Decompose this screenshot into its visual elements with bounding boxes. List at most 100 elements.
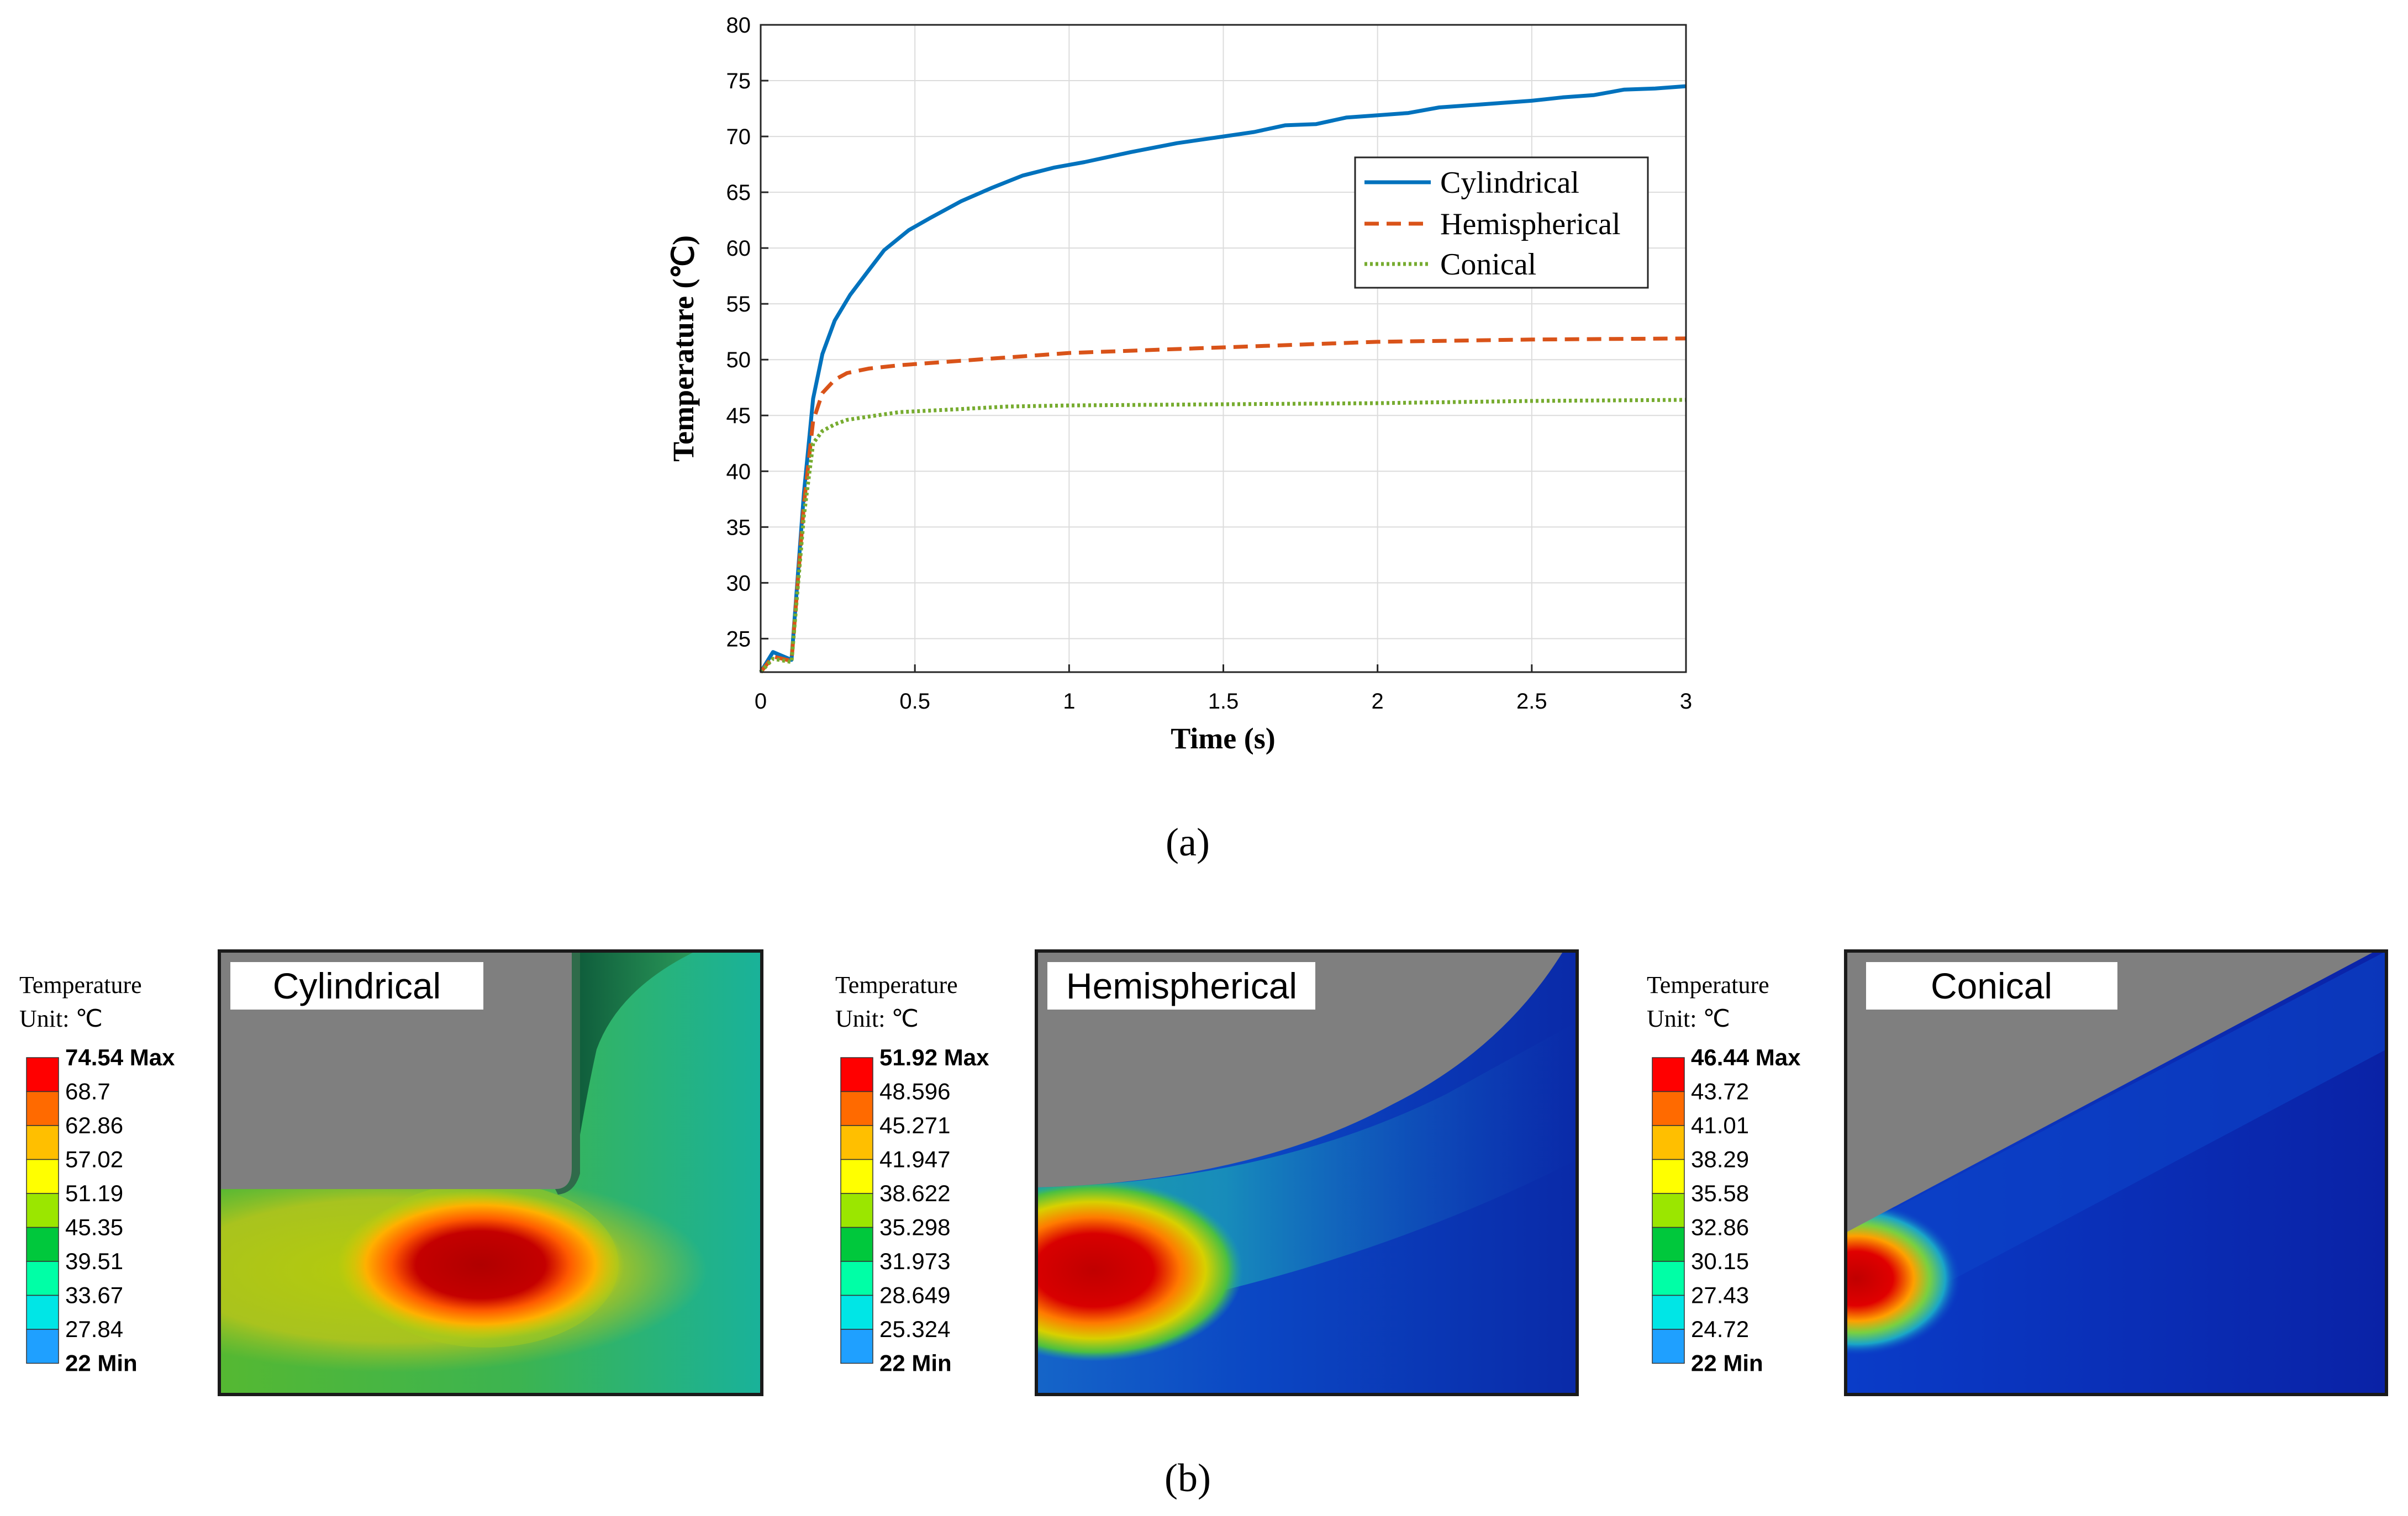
colorbar-level-label: 27.43	[1691, 1282, 1749, 1308]
colorbar-swatch	[1652, 1193, 1685, 1228]
legend-unit-cylindrical: Unit: ℃	[19, 1005, 103, 1032]
colorbar-level-label: 41.01	[1691, 1112, 1749, 1138]
contour-field-conical	[1846, 951, 2386, 1394]
x-tick-label: 1.5	[1208, 689, 1239, 714]
tool-body-conical	[1846, 951, 2375, 1233]
colorbar-level-label: 32.86	[1691, 1214, 1749, 1240]
colorbar-swatch	[840, 1125, 873, 1160]
colorbar-swatch	[840, 1057, 873, 1092]
colorbar-level-label: 45.271	[879, 1112, 950, 1138]
colorbar-swatch	[26, 1261, 59, 1296]
colorbar-swatch	[26, 1227, 59, 1262]
y-tick-label: 55	[726, 292, 751, 316]
colorbar-conical: Temperature Unit: ℃ 46.44 Max 43.72 41.01 3…	[1647, 971, 1801, 1376]
panel-label-box-cylindrical	[230, 962, 483, 1010]
y-tick-label: 75	[726, 69, 751, 93]
colorbar-swatch	[26, 1295, 59, 1330]
colorbar-swatch	[26, 1193, 59, 1228]
colorbar-level-label: 62.86	[65, 1112, 123, 1138]
colorbar-level-label: 57.02	[65, 1147, 123, 1172]
series-lines	[759, 84, 1687, 674]
y-tick-label: 35	[726, 515, 751, 540]
y-tick-label: 30	[726, 571, 751, 595]
y-tick-label: 80	[726, 13, 751, 38]
contour-frame-hemispherical	[1035, 949, 1579, 1396]
legend-title-cylindrical: Temperature	[19, 971, 142, 999]
axis-ticks: 0 0.5 1 1.5 2 2.5 3 25 30 35 40 45 50 55 60 65 70 75 80	[726, 13, 1693, 714]
x-tick-label: 2	[1372, 689, 1384, 714]
colorbar-level-label: 33.67	[65, 1282, 123, 1308]
x-tick-label: 3	[1680, 689, 1692, 714]
colorbar-swatch	[840, 1193, 873, 1228]
colorbar-swatch	[1652, 1261, 1685, 1296]
panel-label-box-conical	[1866, 962, 2117, 1010]
legend-box	[1354, 156, 1649, 289]
colorbar-level-label: 24.72	[1691, 1316, 1749, 1342]
colorbar-level-label: 22 Min	[879, 1350, 952, 1376]
y-tick-label: 50	[726, 348, 751, 372]
colorbar-level-label: 39.51	[65, 1248, 123, 1274]
colorbar-swatch	[840, 1227, 873, 1262]
legend-unit-hemispherical: Unit: ℃	[835, 1005, 919, 1032]
legend-label-cylindrical: Cylindrical	[1440, 166, 1579, 200]
chart-legend: Cylindrical Hemispherical Conical	[1354, 156, 1649, 289]
caption-b: (b)	[1165, 1456, 1211, 1500]
legend-title-hemispherical: Temperature	[835, 971, 958, 999]
colorbar-level-label: 68.7	[65, 1079, 110, 1105]
tool-body-hemispherical	[1036, 951, 1563, 1187]
colorbar-swatch	[1652, 1091, 1685, 1126]
colorbar-level-label: 43.72	[1691, 1079, 1749, 1105]
colorbar-level-label: 28.649	[879, 1282, 950, 1308]
colorbar-level-label: 51.92 Max	[879, 1044, 989, 1070]
y-tick-label: 45	[726, 404, 751, 428]
contour-frame-cylindrical	[218, 949, 763, 1396]
y-axis-label: Temperature (℃)	[667, 235, 700, 462]
colorbar-level-label: 30.15	[1691, 1248, 1749, 1274]
panel-label-cylindrical: Cylindrical	[273, 965, 441, 1006]
colorbar-swatch	[840, 1159, 873, 1194]
colorbar-level-label: 35.58	[1691, 1180, 1749, 1206]
colorbar-swatch	[1652, 1329, 1685, 1364]
contour-panel-cylindrical: Cylindrical Temperature Unit: ℃ 74.54 Ma…	[19, 949, 763, 1396]
legend-unit-conical: Unit: ℃	[1647, 1005, 1730, 1032]
colorbar-swatch	[26, 1329, 59, 1364]
colorbar-level-label: 46.44 Max	[1691, 1044, 1801, 1070]
y-tick-label: 65	[726, 181, 751, 205]
colorbar-swatch	[1652, 1227, 1685, 1262]
x-axis-label: Time (s)	[1171, 722, 1275, 755]
contour-panel-conical: Conical Temperature Unit: ℃ 46.44 Max 43.…	[1647, 949, 2388, 1396]
colorbar-level-label: 25.324	[879, 1316, 950, 1342]
colorbar-level-label: 31.973	[879, 1248, 950, 1274]
colorbar-level-label: 38.29	[1691, 1147, 1749, 1172]
colorbar-swatch	[840, 1091, 873, 1126]
colorbar-level-label: 35.298	[879, 1214, 950, 1240]
panel-label-hemispherical: Hemispherical	[1066, 965, 1297, 1006]
tool-body-cylindrical	[219, 951, 572, 1189]
colorbar-swatch	[840, 1329, 873, 1364]
series-line-conical	[759, 398, 1687, 674]
colorbar-swatch	[26, 1057, 59, 1092]
y-tick-label: 25	[726, 627, 751, 651]
y-tick-label: 70	[726, 125, 751, 149]
colorbar-cylindrical: Temperature Unit: ℃ 74.54 Max 68.7 62.86 57…	[19, 971, 175, 1376]
colorbar-swatch	[1652, 1057, 1685, 1092]
colorbar-level-label: 51.19	[65, 1180, 123, 1206]
colorbar-swatch	[1652, 1159, 1685, 1194]
contour-panel-hemispherical: Hemispherical Temperature Unit: ℃ 51.92 …	[835, 949, 1579, 1396]
panel-label-conical: Conical	[1931, 965, 2052, 1006]
colorbar-swatch	[840, 1261, 873, 1296]
caption-a: (a)	[1166, 820, 1210, 864]
colorbar-swatch	[26, 1159, 59, 1194]
colorbar-level-label: 45.35	[65, 1214, 123, 1240]
line-chart: 0 0.5 1 1.5 2 2.5 3 25 30 35 40 45 50 55 60 65 70 75 80 Ti…	[667, 13, 1692, 755]
contour-field-hemispherical	[1036, 951, 1577, 1394]
colorbar-level-label: 38.622	[879, 1180, 950, 1206]
panel-label-box-hemispherical	[1047, 962, 1315, 1010]
colorbar-level-label: 41.947	[879, 1147, 950, 1172]
colorbar-swatch	[840, 1295, 873, 1330]
legend-title-conical: Temperature	[1647, 971, 1769, 999]
contour-frame-conical	[1844, 949, 2388, 1396]
colorbar-level-label: 74.54 Max	[65, 1044, 175, 1070]
